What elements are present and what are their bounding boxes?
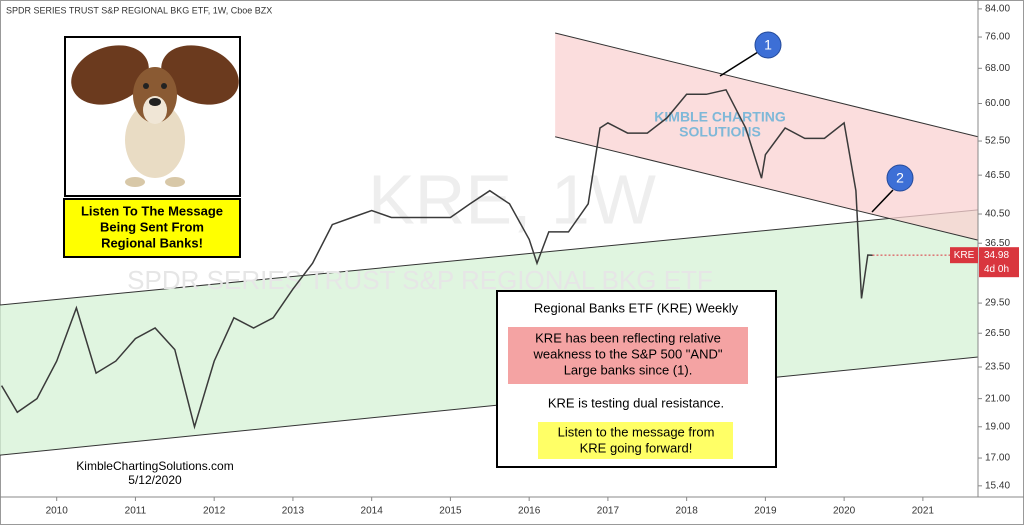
y-tick-label: 26.50 [985, 328, 1010, 339]
x-tick-label: 2018 [676, 506, 699, 517]
red-note: KRE has been reflecting relative [535, 330, 721, 345]
marker-arrow [719, 51, 759, 77]
y-tick-label: 19.00 [985, 421, 1010, 432]
yellow-note: Listen to the message from [558, 424, 715, 439]
logo: SOLUTIONS [679, 124, 761, 140]
header: SPDR SERIES TRUST S&P REGIONAL BKG ETF, … [6, 5, 272, 15]
message-text: Being Sent From [100, 219, 204, 234]
y-tick-label: 46.50 [985, 170, 1010, 181]
channel-fill [555, 32, 978, 241]
marker [754, 31, 782, 59]
channel-line [0, 356, 979, 456]
date: 5/12/2020 [128, 473, 182, 487]
channel-line [0, 209, 979, 306]
y-tick-label: 29.50 [985, 298, 1010, 309]
y-tick-label: 23.50 [985, 362, 1010, 373]
yellow-note: KRE going forward! [580, 440, 693, 455]
marker [886, 164, 914, 192]
symbol-tag [950, 247, 978, 264]
channel-line [555, 32, 979, 138]
red-note-box [508, 327, 748, 384]
logo: KIMBLE CHARTING [654, 109, 786, 125]
watermark-sub: SPDR SERIES TRUST S&P REGIONAL BKG ETF [127, 265, 713, 295]
x-tick-label: 2017 [597, 506, 620, 517]
callout-note: KRE is testing dual resistance. [548, 395, 724, 410]
x-tick-label: 2020 [833, 506, 856, 517]
x-tick-label: 2019 [754, 506, 777, 517]
message-text: Regional Banks! [101, 235, 203, 250]
symbol-tag-text: KRE [954, 250, 975, 261]
price-tag-value: 34.98 [984, 250, 1009, 261]
y-tick-label: 60.00 [985, 98, 1010, 109]
x-tick-label: 2014 [361, 506, 384, 517]
y-tick-label: 36.50 [985, 238, 1010, 249]
y-tick-label: 68.00 [985, 63, 1010, 74]
channel-line [555, 136, 979, 241]
x-tick-label: 2012 [203, 506, 226, 517]
plot-layer: 15.40 17.00 19.00 21.00 23.50 26.50 29.50 36.50… [0, 4, 1010, 517]
message-box [63, 198, 241, 258]
x-tick-label: 2015 [439, 506, 462, 517]
y-tick-label: 21.00 [985, 393, 1010, 404]
yellow-note-box [538, 422, 733, 459]
price-tag-layer: KRE 34.98 4d 0h [872, 247, 1019, 278]
x-tick-label: 2021 [912, 506, 935, 517]
price-line [0, 88, 873, 430]
red-note: Large banks since (1). [564, 362, 693, 377]
credit: KimbleChartingSolutions.com [76, 459, 233, 473]
red-note: weakness to the S&P 500 "AND" [533, 346, 723, 361]
channel-fill [0, 209, 978, 456]
message-text: Listen To The Message [81, 203, 223, 218]
marker-arrow [871, 189, 894, 213]
callout-title: Regional Banks ETF (KRE) Weekly [534, 300, 739, 315]
x-tick-label: 2011 [125, 506, 147, 517]
watermark: KRE, 1W [368, 160, 656, 238]
y-tick-label: 17.00 [985, 453, 1010, 464]
price-tag [979, 247, 1019, 278]
y-tick-label: 15.40 [985, 480, 1010, 491]
x-tick-label: 2013 [282, 506, 305, 517]
x-tick-label: 2010 [46, 506, 69, 517]
x-tick-label: 2016 [518, 506, 541, 517]
y-tick-label: 84.00 [985, 4, 1010, 15]
marker-label: 2 [896, 170, 904, 186]
y-tick-label: 52.50 [985, 136, 1010, 147]
y-tick-label: 76.00 [985, 32, 1010, 43]
y-tick-label: 40.50 [985, 209, 1010, 220]
price-tag-countdown: 4d 0h [984, 264, 1009, 275]
background-layer [0, 32, 979, 456]
marker-label: 1 [764, 37, 772, 53]
dog-picture [64, 36, 241, 197]
